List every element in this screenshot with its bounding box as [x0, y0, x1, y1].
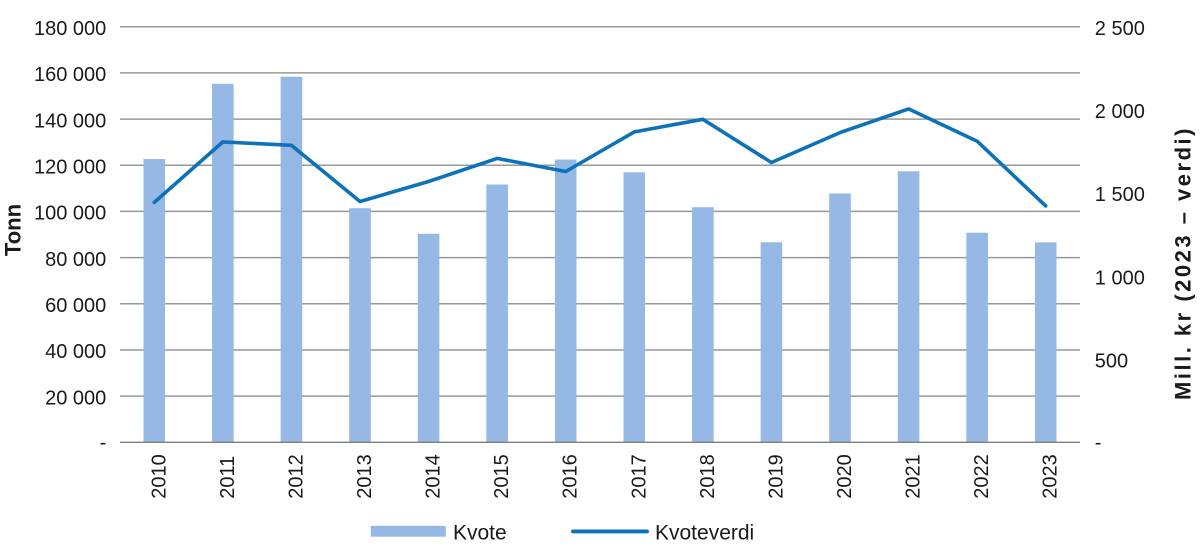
- svg-text:2 500: 2 500: [1095, 18, 1145, 40]
- svg-text:-: -: [1095, 432, 1102, 454]
- svg-text:2021: 2021: [903, 454, 925, 499]
- svg-text:1 000: 1 000: [1095, 267, 1145, 289]
- svg-text:80 000: 80 000: [45, 249, 106, 271]
- svg-text:Mill. kr (2023 – verdi): Mill. kr (2023 – verdi): [1171, 126, 1196, 400]
- svg-text:2016: 2016: [560, 454, 582, 499]
- svg-text:2023: 2023: [1040, 454, 1062, 499]
- svg-text:2022: 2022: [971, 454, 993, 499]
- svg-text:Kvoteverdi: Kvoteverdi: [655, 521, 754, 544]
- svg-text:160 000: 160 000: [34, 64, 106, 86]
- svg-text:2013: 2013: [354, 454, 376, 499]
- svg-text:140 000: 140 000: [34, 110, 106, 132]
- svg-text:Tonn: Tonn: [1, 204, 26, 256]
- svg-text:500: 500: [1095, 350, 1128, 372]
- svg-text:2018: 2018: [697, 454, 719, 499]
- svg-text:20 000: 20 000: [45, 387, 106, 409]
- svg-text:2020: 2020: [834, 454, 856, 499]
- svg-text:2014: 2014: [423, 454, 445, 499]
- svg-text:100 000: 100 000: [34, 203, 106, 225]
- svg-text:2010: 2010: [148, 454, 170, 499]
- svg-text:2 000: 2 000: [1095, 101, 1145, 123]
- svg-text:40 000: 40 000: [45, 341, 106, 363]
- svg-text:2011: 2011: [217, 456, 239, 499]
- svg-text:2015: 2015: [491, 454, 513, 499]
- svg-text:-: -: [100, 432, 107, 454]
- svg-text:2019: 2019: [765, 454, 787, 499]
- svg-text:120 000: 120 000: [34, 156, 106, 178]
- svg-text:180 000: 180 000: [34, 18, 106, 40]
- svg-text:Kvote: Kvote: [453, 521, 507, 544]
- svg-text:2017: 2017: [628, 454, 650, 499]
- svg-text:60 000: 60 000: [45, 295, 106, 317]
- svg-text:2012: 2012: [285, 454, 307, 499]
- svg-text:1 500: 1 500: [1095, 184, 1145, 206]
